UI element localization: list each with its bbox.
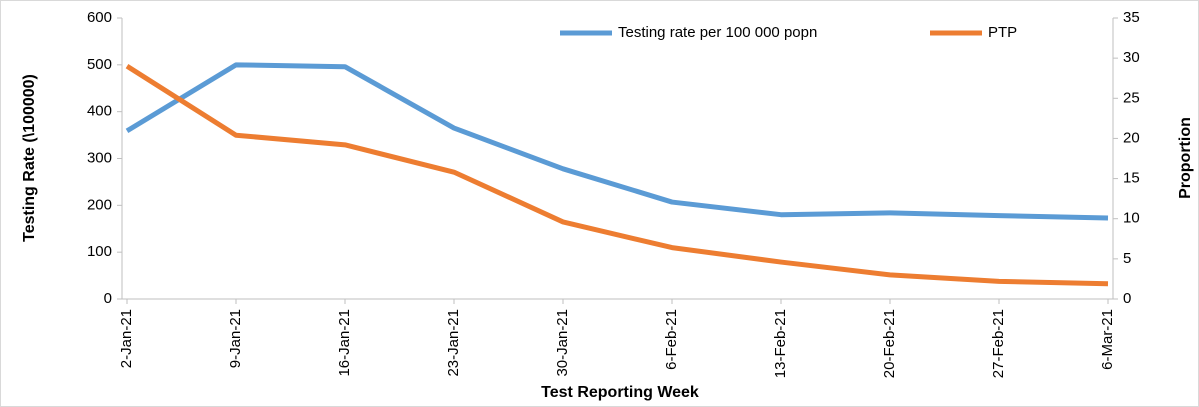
x-tick-label: 30-Jan-21 <box>554 309 571 377</box>
y2-tick-label: 30 <box>1123 49 1140 66</box>
y-tick-label: 0 <box>104 290 112 307</box>
y-tick-label: 500 <box>87 56 112 73</box>
y2-tick-label: 0 <box>1123 290 1131 307</box>
y-tick-label: 400 <box>87 103 112 120</box>
x-tick-label: 6-Mar-21 <box>1099 309 1116 370</box>
legend-label: PTP <box>988 24 1017 41</box>
series-line <box>125 62 1109 221</box>
y2-tick-label: 20 <box>1123 129 1140 146</box>
y2-tick-label: 15 <box>1123 170 1140 187</box>
y2-tick-label: 10 <box>1123 210 1140 227</box>
y-tick-label: 600 <box>87 9 112 26</box>
x-tick-label: 13-Feb-21 <box>772 309 789 378</box>
y-tick-label: 300 <box>87 149 112 166</box>
x-tick-label: 2-Jan-21 <box>118 309 135 368</box>
series-line <box>125 64 1109 287</box>
y2-tick-label: 5 <box>1123 250 1131 267</box>
legend-label: Testing rate per 100 000 popn <box>618 24 817 41</box>
x-tick-label: 6-Feb-21 <box>663 309 680 370</box>
x-tick-label: 23-Jan-21 <box>445 309 462 377</box>
x-tick-label: 27-Feb-21 <box>990 309 1007 378</box>
y2-tick-label: 25 <box>1123 89 1140 106</box>
x-axis-title: Test Reporting Week <box>541 384 699 401</box>
y-tick-label: 100 <box>87 243 112 260</box>
y2-tick-label: 35 <box>1123 9 1140 26</box>
y-tick-label: 200 <box>87 196 112 213</box>
x-tick-label: 20-Feb-21 <box>881 309 898 378</box>
y2-axis-title: Proportion <box>1177 117 1194 199</box>
y-axis-title: Testing Rate (\100000) <box>21 74 38 242</box>
x-tick-label: 16-Jan-21 <box>336 309 353 377</box>
x-tick-label: 9-Jan-21 <box>227 309 244 368</box>
